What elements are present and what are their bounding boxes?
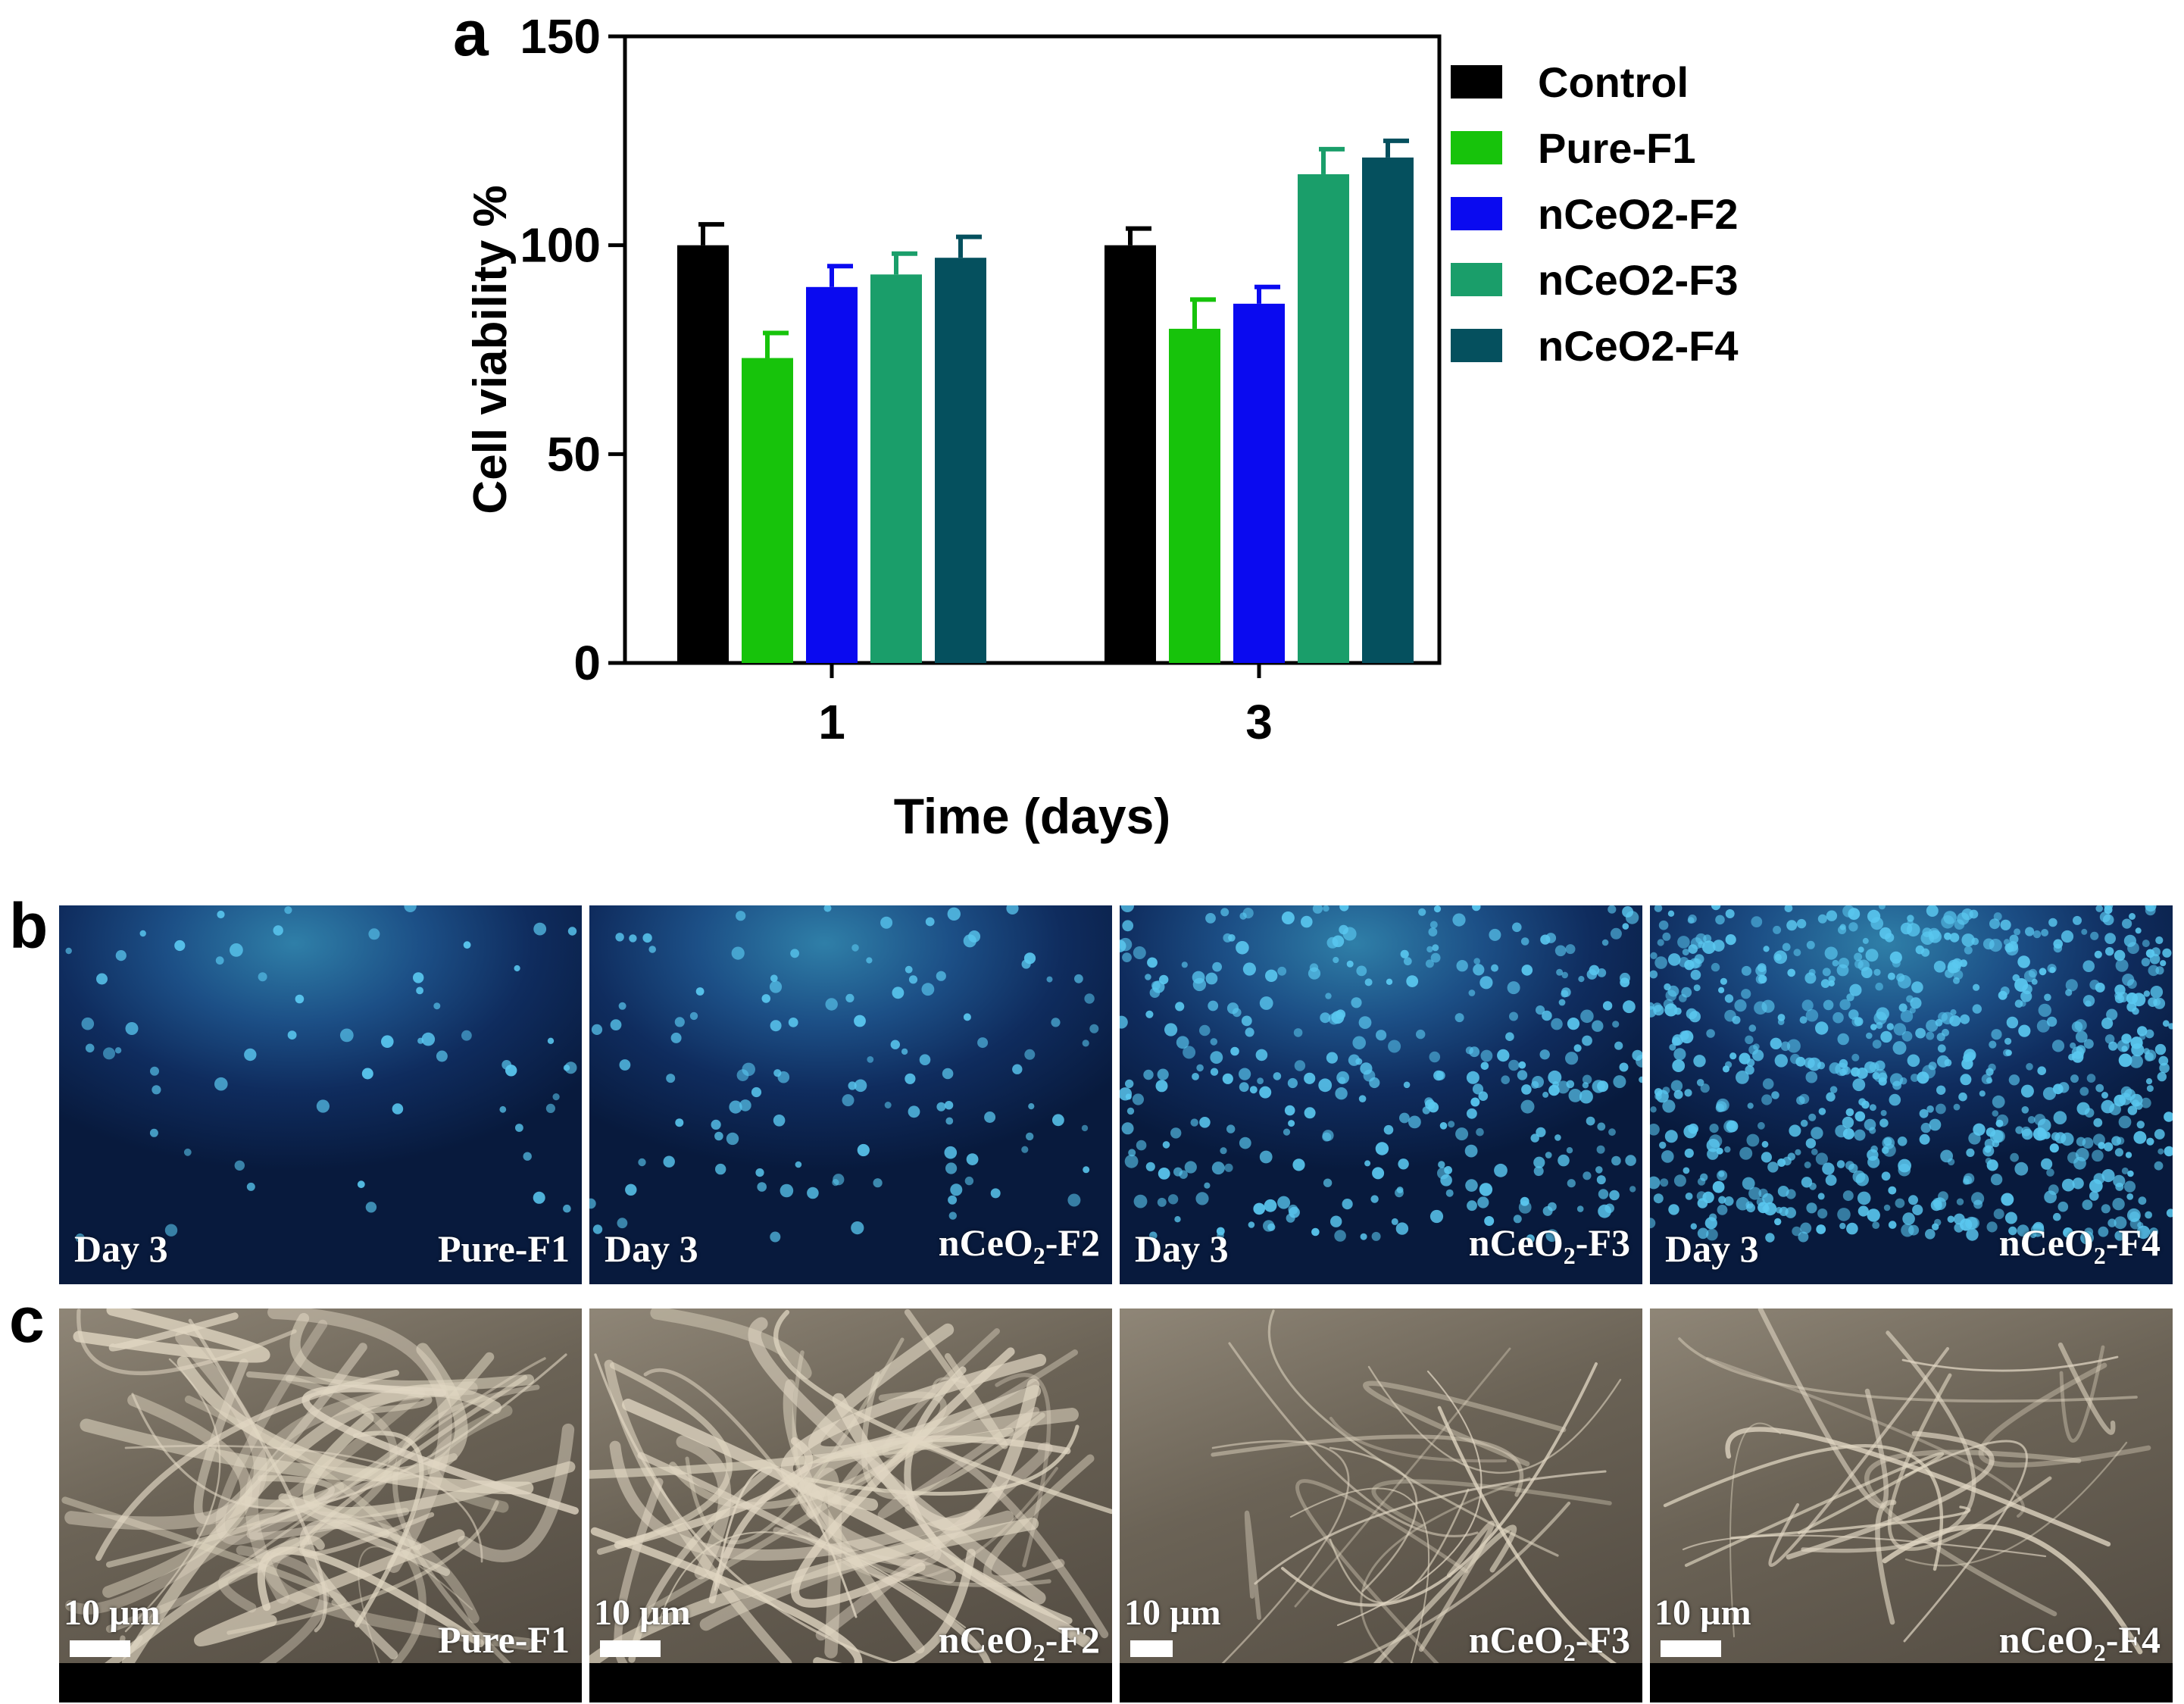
sem-image-row: 10 µm Pure-F1 10 µm nCeO2-F2 10 µm nCeO2-F3 10… bbox=[59, 1308, 2173, 1702]
legend-label: Pure-F1 bbox=[1538, 124, 1696, 172]
x-axis-label: Time (days) bbox=[894, 788, 1171, 844]
chart-legend: Control Pure-F1 nCeO2-F2 nCeO2-F3 nCeO2-F4 bbox=[1451, 58, 1739, 370]
cell-nuclei bbox=[1120, 905, 1642, 1243]
sem-info-bar bbox=[1650, 1663, 2173, 1702]
sample-label: Pure-F1 bbox=[437, 1227, 570, 1270]
sem-image: 10 µm nCeO2-F2 bbox=[589, 1308, 1112, 1702]
fluorescence-image-row: Day 3 Pure-F1 Day 3 nCeO2-F2 Day 3 nCeO2-F3 Da… bbox=[59, 905, 2173, 1284]
fiber-texture bbox=[1663, 1308, 2151, 1655]
sem-info-bar bbox=[59, 1663, 582, 1702]
sem-image: 10 µm Pure-F1 bbox=[59, 1308, 582, 1702]
y-tick-label: 150 bbox=[520, 9, 601, 64]
bar bbox=[1104, 245, 1156, 664]
cell-nuclei bbox=[65, 905, 577, 1243]
fluorescence-image: Day 3 Pure-F1 bbox=[59, 905, 582, 1284]
y-tick-label: 50 bbox=[547, 427, 601, 481]
scale-bar-label: 10 µm bbox=[1124, 1593, 1221, 1633]
bar bbox=[806, 286, 858, 663]
sample-label: nCeO2-F3 bbox=[1468, 1618, 1630, 1666]
bar bbox=[1233, 303, 1285, 663]
sample-label: nCeO2-F2 bbox=[938, 1618, 1100, 1666]
bar bbox=[1362, 157, 1414, 664]
panel-letter-c: c bbox=[9, 1284, 45, 1355]
sem-image: 10 µm nCeO2-F4 bbox=[1650, 1308, 2173, 1702]
sample-label: Pure-F1 bbox=[437, 1618, 570, 1661]
fiber-texture bbox=[1183, 1309, 1625, 1702]
x-tick-label: 1 bbox=[818, 695, 845, 749]
legend-swatch bbox=[1451, 197, 1502, 230]
legend-swatch bbox=[1451, 263, 1502, 296]
sem-info-bar bbox=[589, 1663, 1112, 1702]
chart-axes: 0 50 100 150 Cell viability % 1 3 Time (days) bbox=[464, 9, 1442, 844]
bar bbox=[935, 258, 986, 663]
y-tick-label: 100 bbox=[520, 218, 601, 273]
scale-bar-label: 10 µm bbox=[64, 1593, 161, 1633]
bar bbox=[677, 245, 729, 664]
bar bbox=[1169, 328, 1220, 663]
x-tick-label: 3 bbox=[1245, 695, 1273, 749]
legend-label: Control bbox=[1538, 58, 1689, 106]
fluorescence-image: Day 3 nCeO2-F3 bbox=[1120, 905, 1642, 1284]
sample-label: nCeO2-F4 bbox=[1998, 1221, 2161, 1269]
legend-label: nCeO2-F4 bbox=[1538, 322, 1739, 370]
panel-letter-a: a bbox=[453, 0, 489, 69]
fluorescence-image: Day 3 nCeO2-F4 bbox=[1650, 905, 2173, 1284]
chart-bars bbox=[677, 138, 1414, 664]
legend-label: nCeO2-F3 bbox=[1538, 256, 1739, 304]
day-label: Day 3 bbox=[605, 1227, 698, 1270]
panel-letter-b: b bbox=[9, 890, 48, 961]
legend-swatch bbox=[1451, 131, 1502, 164]
legend-label: nCeO2-F2 bbox=[1538, 190, 1739, 238]
sem-image: 10 µm nCeO2-F3 bbox=[1120, 1308, 1642, 1702]
cell-nuclei bbox=[1650, 905, 2173, 1245]
sample-label: nCeO2-F3 bbox=[1468, 1221, 1630, 1269]
legend-swatch bbox=[1451, 65, 1502, 98]
sem-info-bar bbox=[1120, 1663, 1642, 1702]
scale-bar-label: 10 µm bbox=[594, 1593, 691, 1633]
sample-label: nCeO2-F2 bbox=[938, 1221, 1100, 1269]
scale-bar-label: 10 µm bbox=[1654, 1593, 1751, 1633]
legend-swatch bbox=[1451, 329, 1502, 362]
cell-nuclei bbox=[589, 905, 1099, 1243]
day-label: Day 3 bbox=[74, 1227, 168, 1270]
scale-bar bbox=[1661, 1640, 1721, 1657]
scale-bar bbox=[1130, 1640, 1173, 1657]
scale-bar bbox=[600, 1640, 661, 1657]
y-tick-label: 0 bbox=[573, 636, 601, 690]
fluorescence-image: Day 3 nCeO2-F2 bbox=[589, 905, 1112, 1284]
bar bbox=[1298, 174, 1349, 663]
day-label: Day 3 bbox=[1135, 1227, 1229, 1270]
sample-label: nCeO2-F4 bbox=[1998, 1618, 2161, 1666]
y-axis-label: Cell viability % bbox=[464, 185, 517, 514]
fiber-texture bbox=[589, 1308, 1112, 1684]
bar bbox=[742, 358, 793, 663]
plot-frame bbox=[623, 34, 1442, 665]
day-label: Day 3 bbox=[1665, 1227, 1759, 1270]
bar bbox=[870, 274, 922, 663]
scale-bar bbox=[70, 1640, 130, 1657]
cell-viability-chart: 0 50 100 150 Cell viability % 1 3 Time (days) C… bbox=[464, 9, 1739, 844]
